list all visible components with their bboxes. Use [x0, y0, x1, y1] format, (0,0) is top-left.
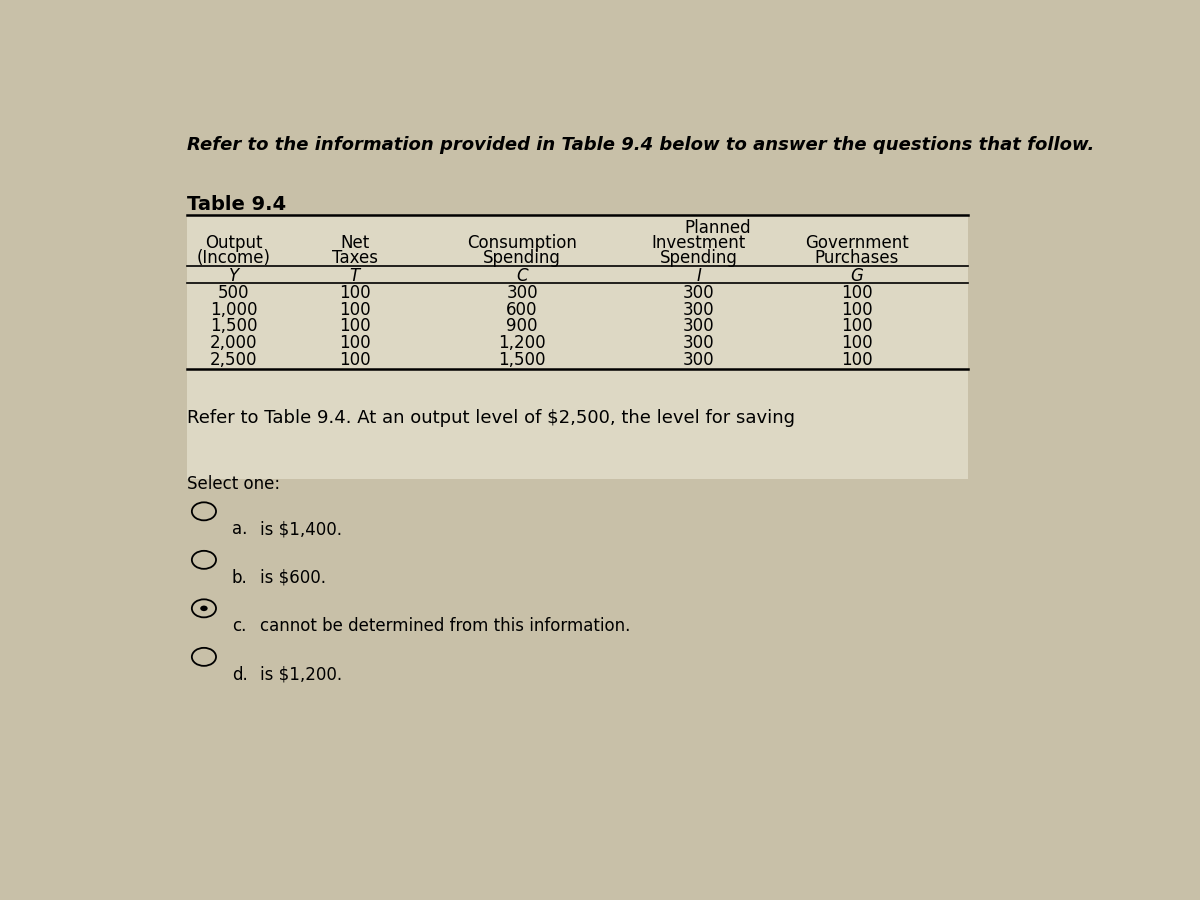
- Text: Spending: Spending: [660, 249, 738, 267]
- Text: Y: Y: [229, 267, 239, 285]
- Text: Output: Output: [205, 234, 263, 252]
- Text: b.: b.: [232, 569, 247, 587]
- Text: 600: 600: [506, 301, 538, 319]
- Text: 300: 300: [683, 318, 714, 336]
- Text: 2,500: 2,500: [210, 351, 258, 369]
- Text: 300: 300: [683, 351, 714, 369]
- Bar: [187, 215, 968, 479]
- Text: d.: d.: [232, 666, 247, 684]
- Text: G: G: [851, 267, 863, 285]
- Text: 100: 100: [841, 301, 872, 319]
- Text: Consumption: Consumption: [467, 234, 577, 252]
- Text: Taxes: Taxes: [331, 249, 378, 267]
- Text: T: T: [349, 267, 360, 285]
- Text: is $600.: is $600.: [259, 569, 325, 587]
- Text: 100: 100: [338, 301, 371, 319]
- Text: 100: 100: [338, 318, 371, 336]
- Text: 900: 900: [506, 318, 538, 336]
- Text: Select one:: Select one:: [187, 475, 281, 493]
- Text: Spending: Spending: [484, 249, 560, 267]
- Text: 500: 500: [218, 284, 250, 302]
- Text: 1,200: 1,200: [498, 334, 546, 352]
- Text: 300: 300: [683, 334, 714, 352]
- Text: C: C: [516, 267, 528, 285]
- Text: Investment: Investment: [652, 234, 746, 252]
- Text: 300: 300: [506, 284, 538, 302]
- Text: (Income): (Income): [197, 249, 271, 267]
- Text: 100: 100: [338, 284, 371, 302]
- Circle shape: [200, 606, 208, 611]
- Text: Refer to the information provided in Table 9.4 below to answer the questions tha: Refer to the information provided in Tab…: [187, 136, 1094, 154]
- Text: 100: 100: [841, 318, 872, 336]
- Text: 2,000: 2,000: [210, 334, 258, 352]
- Text: 100: 100: [841, 284, 872, 302]
- Text: is $1,200.: is $1,200.: [259, 666, 342, 684]
- Text: I: I: [696, 267, 701, 285]
- Text: c.: c.: [232, 617, 246, 635]
- Text: 100: 100: [338, 334, 371, 352]
- Text: 100: 100: [841, 351, 872, 369]
- Text: Purchases: Purchases: [815, 249, 899, 267]
- Text: Government: Government: [805, 234, 908, 252]
- Text: 1,500: 1,500: [210, 318, 258, 336]
- Text: 100: 100: [841, 334, 872, 352]
- Text: Net: Net: [340, 234, 370, 252]
- Text: 300: 300: [683, 284, 714, 302]
- Text: 1,500: 1,500: [498, 351, 546, 369]
- Text: 100: 100: [338, 351, 371, 369]
- Text: Planned: Planned: [684, 219, 751, 237]
- Text: is $1,400.: is $1,400.: [259, 520, 342, 538]
- Text: cannot be determined from this information.: cannot be determined from this informati…: [259, 617, 630, 635]
- Text: Refer to Table 9.4. At an output level of $2,500, the level for saving: Refer to Table 9.4. At an output level o…: [187, 410, 796, 427]
- Text: 1,000: 1,000: [210, 301, 258, 319]
- Text: 300: 300: [683, 301, 714, 319]
- Text: a.: a.: [232, 520, 247, 538]
- Text: Table 9.4: Table 9.4: [187, 194, 287, 213]
